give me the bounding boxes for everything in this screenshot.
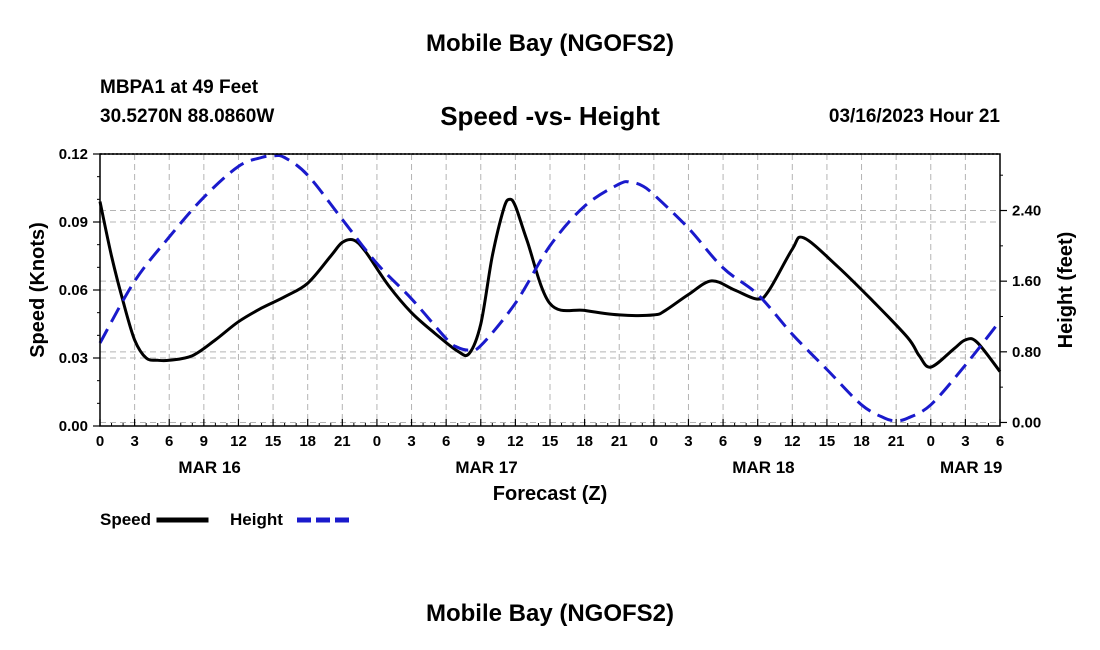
x-tick-label: 6 [996, 433, 1004, 450]
y-tick-label: 0.12 [59, 146, 88, 163]
x-tick-label: 21 [611, 433, 628, 450]
x-tick-label: 12 [784, 433, 801, 450]
station-label: MBPA1 at 49 Feet [100, 77, 259, 98]
x-tick-label: 21 [888, 433, 905, 450]
y-tick-label: 0.09 [59, 214, 88, 231]
chart-title: Mobile Bay (NGOFS2) [425, 30, 675, 57]
y2-axis-label: Height (feet) [1055, 232, 1077, 349]
legend-speed-label: Speed [100, 510, 151, 529]
series-height-line [98, 153, 1002, 423]
x-tick-label: 0 [373, 433, 381, 450]
x-tick-label: 15 [542, 433, 559, 450]
x-tick-label: 6 [719, 433, 727, 450]
y-tick-label: 0.03 [59, 350, 88, 367]
x-tick-label: 0 [96, 433, 104, 450]
x-tick-label: 18 [299, 433, 316, 450]
x-tick-label: 9 [477, 433, 485, 450]
legend: Speed Height [100, 510, 349, 529]
x-tick-label: 3 [407, 433, 415, 450]
y-tick-label: 0.00 [59, 418, 88, 435]
y2-tick-label: 1.60 [1012, 273, 1041, 290]
x-tick-label: 12 [230, 433, 247, 450]
x-tick-label: 0 [927, 433, 935, 450]
grid [100, 154, 1000, 426]
x-tick-label: 3 [684, 433, 692, 450]
x-axis-label: Forecast (Z) [493, 483, 607, 505]
y2-tick-label: 2.40 [1012, 203, 1041, 220]
chart-subtitle: Speed -vs- Height [440, 101, 660, 131]
axes: 0 3 6 9 12 15 18 21 0 3 6 9 12 15 18 21 0 3 6 9 12 15 18 21 0 3 6M… [59, 146, 1041, 477]
footer-title: Mobile Bay (NGOFS2) [425, 600, 675, 627]
date-label: MAR 19 [940, 458, 1002, 477]
x-tick-label: 3 [961, 433, 969, 450]
x-tick-label: 21 [334, 433, 351, 450]
x-tick-label: 12 [507, 433, 524, 450]
forecast-datetime: 03/16/2023 Hour 21 [828, 106, 1000, 127]
x-tick-label: 3 [130, 433, 138, 450]
x-tick-label: 9 [200, 433, 208, 450]
station-coordinates: 30.5270N 88.0860W [100, 106, 275, 127]
x-tick-label: 6 [165, 433, 173, 450]
y-tick-label: 0.06 [59, 282, 88, 299]
date-label: MAR 16 [178, 458, 240, 477]
x-tick-label: 18 [576, 433, 593, 450]
x-tick-label: 15 [819, 433, 836, 450]
x-tick-label: 9 [754, 433, 762, 450]
x-tick-label: 6 [442, 433, 450, 450]
y2-tick-label: 0.80 [1012, 344, 1041, 361]
series-speed-line [98, 197, 1002, 373]
date-label: MAR 18 [732, 458, 794, 477]
x-tick-label: 15 [265, 433, 282, 450]
y-axis-label: Speed (Knots) [27, 222, 49, 358]
date-label: MAR 17 [455, 458, 517, 477]
legend-height-label: Height [230, 510, 283, 529]
x-tick-label: 0 [650, 433, 658, 450]
x-tick-label: 18 [853, 433, 870, 450]
series-layer [98, 153, 1002, 423]
y2-tick-label: 0.00 [1012, 414, 1041, 431]
